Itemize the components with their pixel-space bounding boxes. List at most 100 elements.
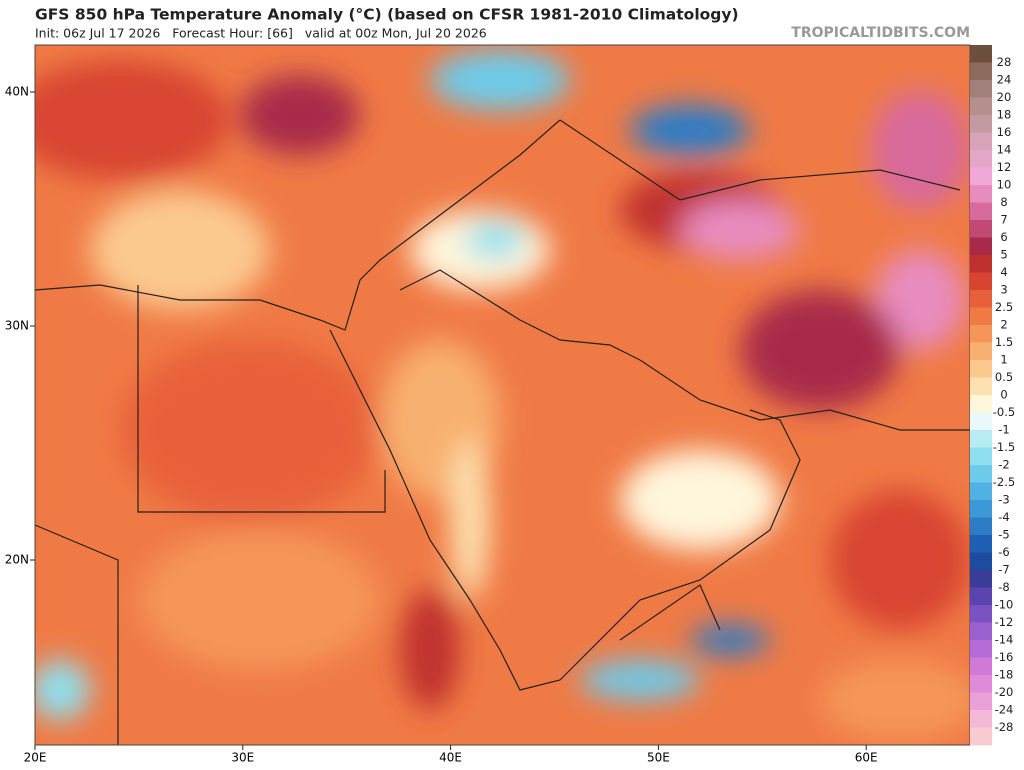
lon-label: 20E — [24, 751, 47, 765]
colorbar-swatch — [970, 167, 992, 186]
borders — [35, 119, 970, 745]
colorbar-swatch — [970, 115, 992, 133]
colorbar-label: -6 — [998, 545, 1009, 559]
colorbar-label: 3 — [1000, 283, 1007, 297]
border — [619, 584, 721, 641]
colorbar-label: -24 — [995, 703, 1014, 717]
colorbar-swatch — [970, 307, 992, 326]
colorbar-swatch — [970, 80, 992, 98]
colorbar-swatch — [970, 465, 992, 483]
colorbar-swatch — [970, 360, 992, 378]
colorbar-swatch — [970, 500, 992, 518]
colorbar-label: -1.5 — [993, 440, 1015, 454]
lat-label: 30N — [5, 319, 29, 333]
colorbar-swatch — [970, 220, 992, 238]
colorbar-label: 0.5 — [995, 370, 1013, 384]
border — [559, 119, 961, 201]
anomaly-field — [35, 50, 970, 740]
colorbar-label: 4 — [1000, 265, 1007, 279]
colorbar-swatch — [970, 395, 992, 413]
lat-label: 40N — [5, 85, 29, 99]
colorbar-swatch — [970, 482, 992, 501]
colorbar-swatch — [970, 150, 992, 168]
colorbar-swatch — [970, 657, 992, 676]
colorbar-label: 8 — [1000, 195, 1007, 209]
lon-label: 50E — [647, 751, 670, 765]
lon-label: 60E — [855, 751, 878, 765]
colorbar-swatch — [970, 255, 992, 273]
colorbar-swatch — [970, 272, 992, 291]
lon-axis: 20E 30E 40E 50E 60E — [24, 745, 878, 765]
colorbar-label: -4 — [998, 510, 1009, 524]
colorbar-label: -18 — [995, 668, 1014, 682]
colorbar-label: 24 — [997, 73, 1012, 87]
colorbar-swatch — [970, 447, 992, 466]
border — [35, 524, 119, 745]
colorbar-label: 16 — [997, 125, 1012, 139]
colorbar-label: -5 — [998, 528, 1009, 542]
colorbar-swatch — [970, 185, 992, 203]
colorbar: 28 24 20 18 16 14 12 10 8 7 6 5 4 3 2.5 2 1.5 1 0.5 0 -0.5 -1… — [970, 45, 1015, 746]
colorbar-swatch — [970, 377, 992, 396]
colorbar-swatch — [970, 62, 992, 81]
colorbar-label: -8 — [998, 580, 1009, 594]
site-credit: TROPICALTIDBITS.COM — [791, 25, 970, 41]
init-line: Init: 06z Jul 17 2026 Forecast Hour: [66… — [35, 26, 487, 41]
colorbar-label: -16 — [995, 650, 1014, 664]
title: GFS 850 hPa Temperature Anomaly (°C) (ba… — [35, 6, 739, 24]
colorbar-label: 5 — [1000, 248, 1007, 262]
colorbar-swatch — [970, 622, 992, 641]
colorbar-label: -1 — [998, 423, 1009, 437]
colorbar-swatch — [970, 342, 992, 361]
colorbar-swatch — [970, 430, 992, 448]
coastline — [329, 329, 801, 691]
colorbar-label: 10 — [997, 178, 1012, 192]
colorbar-swatch — [970, 325, 992, 343]
colorbar-swatch — [970, 727, 992, 746]
colorbar-swatch — [970, 587, 992, 606]
colorbar-swatch — [970, 675, 992, 693]
colorbar-label: -2 — [998, 458, 1009, 472]
colorbar-swatch — [970, 570, 992, 588]
colorbar-label: -2.5 — [993, 475, 1015, 489]
colorbar-label: -3 — [998, 493, 1009, 507]
colorbar-swatch — [970, 692, 992, 711]
colorbar-swatch — [970, 132, 992, 151]
colorbar-label: 12 — [997, 160, 1012, 174]
colorbar-label: 14 — [997, 143, 1012, 157]
colorbar-swatch — [970, 412, 992, 431]
colorbar-label: -10 — [995, 598, 1014, 612]
colorbar-label: -28 — [995, 720, 1014, 734]
lon-label: 40E — [439, 751, 462, 765]
colorbar-label: 1 — [1000, 353, 1007, 367]
colorbar-label: 0 — [1000, 388, 1007, 402]
border — [137, 285, 386, 513]
colorbar-label: -20 — [995, 685, 1014, 699]
coastline — [35, 119, 561, 331]
colorbar-swatch — [970, 710, 992, 728]
border — [399, 269, 641, 361]
coastline — [639, 359, 970, 431]
colorbar-label: 2.5 — [995, 300, 1013, 314]
colorbar-label: 6 — [1000, 230, 1007, 244]
colorbar-label: 1.5 — [995, 335, 1013, 349]
colorbar-swatch — [970, 202, 992, 221]
colorbar-swatch — [970, 640, 992, 658]
colorbar-swatch — [970, 605, 992, 623]
colorbar-swatch — [970, 535, 992, 553]
map — [35, 45, 970, 745]
lat-label: 20N — [5, 553, 29, 567]
colorbar-swatch — [970, 237, 992, 256]
lon-label: 30E — [231, 751, 254, 765]
colorbar-swatch — [970, 290, 992, 308]
colorbar-label: 18 — [997, 108, 1012, 122]
colorbar-swatch — [970, 552, 992, 571]
colorbar-label: 28 — [997, 55, 1012, 69]
colorbar-label: -7 — [998, 563, 1009, 577]
colorbar-label: 20 — [997, 90, 1012, 104]
colorbar-label: -12 — [995, 615, 1014, 629]
colorbar-swatch — [970, 45, 992, 63]
colorbar-label: 7 — [1000, 213, 1007, 227]
